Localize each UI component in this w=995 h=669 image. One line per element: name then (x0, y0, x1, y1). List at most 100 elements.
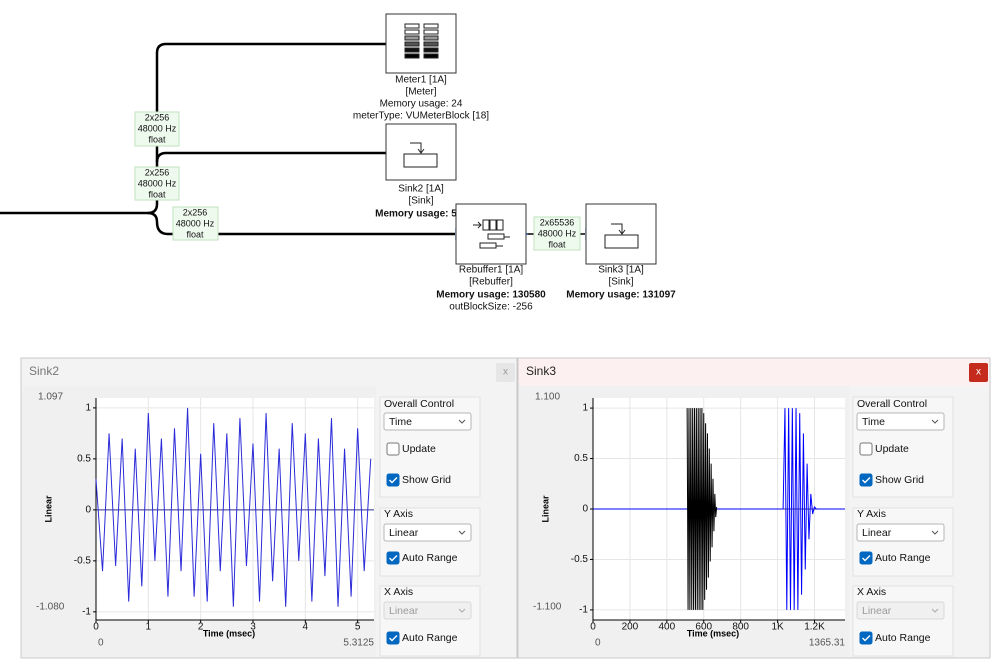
group-title: X Axis (857, 586, 886, 598)
checkbox-label[interactable]: Show Grid (875, 474, 924, 486)
checkbox[interactable] (386, 473, 400, 487)
select-box[interactable] (383, 523, 472, 542)
x-tick-label: 1K (771, 622, 784, 633)
link-box (134, 111, 180, 147)
select-box[interactable] (856, 523, 945, 542)
group-title: Overall Control (857, 398, 927, 410)
checkbox-label[interactable]: Auto Range (402, 632, 458, 644)
link-shape: 2x256 (145, 167, 170, 177)
select-value: Linear (862, 605, 892, 617)
x-max-label: 5.3125 (343, 638, 374, 649)
checkmark (862, 477, 871, 484)
block-name: Meter1 [1A] (395, 75, 447, 86)
checkbox-label[interactable]: Update (875, 443, 909, 455)
title-bar (21, 358, 517, 386)
select-value[interactable]: Linear (389, 527, 419, 539)
sink-icon (403, 142, 438, 168)
title-bar (518, 358, 990, 386)
window-title: Sink2 (29, 364, 59, 378)
checkmark (389, 477, 398, 484)
group-box (852, 507, 954, 577)
x-min-label: 0 (98, 638, 104, 649)
checkbox[interactable] (859, 551, 873, 565)
link-box (134, 166, 180, 201)
y-tick-label: 0 (582, 504, 588, 515)
checkbox-label[interactable]: Show Grid (402, 474, 451, 486)
block[interactable]: Meter1 [1A] [Meter] Memory usage: 24 met… (353, 13, 489, 122)
group-box (379, 507, 481, 577)
checkbox-label[interactable]: Auto Range (875, 552, 931, 564)
link-format: float (548, 239, 566, 249)
select-chevron (458, 419, 466, 424)
block-memory: Memory usage: 5 (375, 209, 457, 220)
y-tick-label: -1 (579, 605, 588, 616)
block-box[interactable] (585, 203, 657, 265)
checkbox-label[interactable]: Auto Range (875, 632, 931, 644)
checkbox[interactable] (859, 631, 873, 645)
x-tick-label: 3 (250, 622, 256, 633)
x-tick-label: 4 (303, 622, 309, 633)
close-label[interactable]: x (503, 367, 508, 378)
select-box (856, 601, 945, 620)
series-line (95, 407, 372, 607)
close-label[interactable]: x (976, 367, 981, 378)
x-tick-label: 0 (93, 622, 99, 633)
block[interactable]: Rebuffer1 [1A] [Rebuffer] Memory usage: … (436, 203, 546, 313)
x-tick-label: 800 (732, 622, 749, 633)
link-label: 2x65536 48000 Hz float (533, 216, 581, 251)
link-format: float (186, 229, 204, 239)
x-tick-label: 400 (658, 622, 675, 633)
block-name: Sink3 [1A] (598, 265, 644, 276)
link-shape: 2x65536 (540, 217, 575, 227)
y-tick-label: 1 (85, 403, 91, 414)
block[interactable]: Sink3 [1A] [Sink] Memory usage: 131097 (566, 203, 676, 301)
block-kind: [Sink] (408, 196, 433, 207)
select-chevron (458, 530, 466, 535)
checkmark (862, 555, 871, 562)
select-box (383, 601, 472, 620)
y-axis-title: Linear (540, 495, 550, 523)
block-name: Sink2 [1A] (398, 184, 444, 195)
select-value: Linear (389, 605, 419, 617)
block-box[interactable] (385, 13, 457, 74)
close-button[interactable] (969, 363, 988, 382)
select-box[interactable] (383, 412, 472, 431)
x-tick-label: 200 (622, 622, 639, 633)
link-shape: 2x256 (183, 207, 208, 217)
link-format: float (148, 189, 166, 199)
y-tick-label: 0.5 (77, 454, 91, 465)
y-tick-label: -0.5 (74, 555, 92, 566)
y-axis-title: Linear (43, 495, 53, 523)
x-max-label: 1365.31 (809, 638, 846, 649)
x-tick-label: 5 (355, 622, 361, 633)
checkmark (389, 555, 398, 562)
checkbox[interactable] (859, 473, 873, 487)
checkbox[interactable] (386, 442, 400, 456)
select-value[interactable]: Time (389, 416, 412, 428)
checkbox[interactable] (859, 442, 873, 456)
x-axis-title: Time (msec) (687, 628, 739, 638)
block[interactable]: Sink2 [1A] [Sink] Memory usage: 5 (375, 123, 457, 220)
select-value[interactable]: Time (862, 416, 885, 428)
group-title: Overall Control (384, 398, 454, 410)
link-label: 2x256 48000 Hz float (134, 166, 180, 201)
y-tick-label: 1 (582, 403, 588, 414)
x-tick-label: 1.2K (804, 622, 825, 633)
meter-icon (404, 23, 439, 59)
link-format: float (148, 134, 166, 144)
select-box[interactable] (856, 412, 945, 431)
select-value[interactable]: Linear (862, 527, 892, 539)
group-title: Y Axis (384, 508, 413, 520)
close-button[interactable] (496, 363, 515, 382)
select-chevron (931, 530, 939, 535)
window: Sink2 x -1 -0.5 0 0.5 1 0 1 2 3 4 5 1.097 -1.080 0 5.312… (20, 357, 518, 659)
checkbox-label[interactable]: Update (402, 443, 436, 455)
x-tick-label: 600 (695, 622, 712, 633)
checkbox-label[interactable]: Auto Range (402, 552, 458, 564)
checkbox[interactable] (386, 551, 400, 565)
wire (147, 211, 455, 236)
checkmark (389, 635, 398, 642)
x-tick-label: 0 (590, 622, 596, 633)
checkbox[interactable] (386, 631, 400, 645)
